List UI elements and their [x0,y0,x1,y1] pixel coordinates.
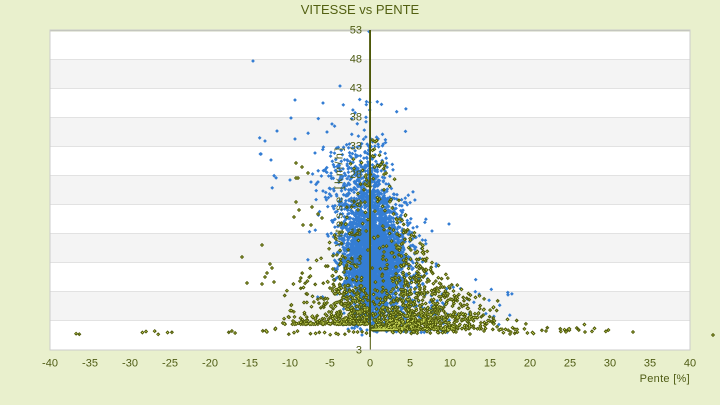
svg-text:Pente [%]: Pente [%] [640,373,690,385]
svg-text:8: 8 [356,285,362,297]
svg-text:-30: -30 [122,358,138,370]
svg-text:-15: -15 [242,358,258,370]
svg-text:5: 5 [407,358,413,370]
svg-text:3: 3 [356,314,362,326]
svg-text:VITESSE vs PENTE: VITESSE vs PENTE [301,2,420,17]
svg-text:20: 20 [524,358,536,370]
svg-text:43: 43 [350,83,362,95]
svg-text:-10: -10 [282,358,298,370]
svg-text:23: 23 [350,198,362,210]
svg-text:28: 28 [350,169,362,181]
svg-text:0: 0 [367,358,373,370]
svg-text:-25: -25 [162,358,178,370]
svg-text:53: 53 [350,25,362,37]
svg-text:-40: -40 [42,358,58,370]
svg-text:38: 38 [350,112,362,124]
svg-text:-5: -5 [325,358,335,370]
svg-text:40: 40 [684,358,696,370]
svg-text:-20: -20 [202,358,218,370]
svg-text:33: 33 [350,141,362,153]
svg-text:-35: -35 [82,358,98,370]
svg-text:35: 35 [644,358,656,370]
svg-text:18: 18 [350,227,362,239]
svg-text:3: 3 [356,344,362,356]
svg-text:48: 48 [350,54,362,66]
svg-text:15: 15 [484,358,496,370]
svg-text:30: 30 [604,358,616,370]
svg-text:Vitesse [km/h]: Vitesse [km/h] [333,145,345,246]
svg-text:13: 13 [350,256,362,268]
svg-text:25: 25 [564,358,576,370]
svg-text:10: 10 [444,358,456,370]
